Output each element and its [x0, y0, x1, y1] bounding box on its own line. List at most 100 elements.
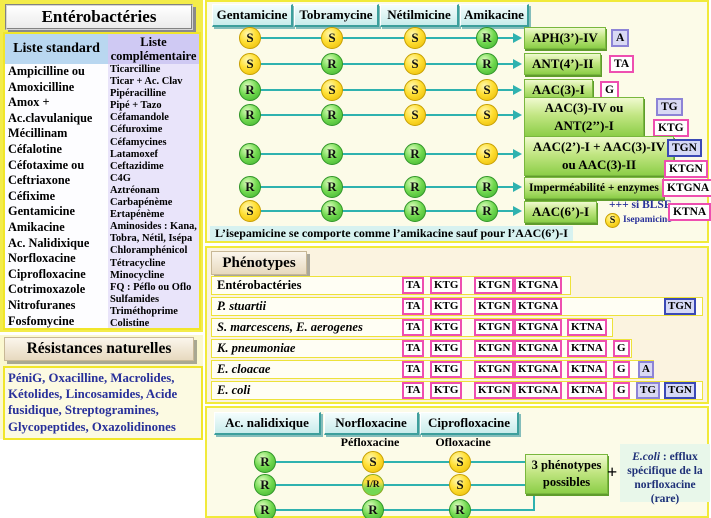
phenotypes-count-box: 3 phénotypes possibles [525, 454, 608, 494]
phenotype-code: KTGNA [514, 319, 563, 336]
species-name: Entérobactéries [217, 278, 302, 292]
mechanism-box: AAC(3)-IV ou ANT(2’’)-I [524, 97, 644, 137]
phenotype-code: KTNA [567, 319, 607, 336]
phenotype-code: TG [656, 98, 683, 116]
sr-marker: R [321, 53, 343, 75]
sr-marker: R [449, 499, 471, 518]
column-header-ac-nalidixique: Ac. nalidixique [214, 412, 321, 435]
sr-marker: R [404, 143, 426, 165]
standard-list-column: Liste standard Ampicilline ou Amoxicillin… [5, 34, 108, 328]
phenotype-code: TA [402, 319, 425, 336]
sr-marker: S [321, 27, 343, 49]
standard-list-header: Liste standard [5, 34, 108, 64]
sr-marker: R [254, 499, 276, 518]
phenotypes-title: Phénotypes [211, 251, 307, 275]
sr-marker: R [476, 176, 498, 198]
arrow-icon [513, 85, 522, 95]
sr-marker: R [321, 143, 343, 165]
species-name: K. pneumoniae [217, 341, 296, 355]
column-header-netilmicine: Nétilmicine [380, 4, 459, 27]
column-header-amikacine: Amikacine [460, 4, 529, 27]
sr-marker: S [476, 79, 498, 101]
connector-line [250, 37, 515, 39]
phenotype-code: KTGNA [514, 382, 563, 399]
mechanism-box: AAC(6’)-I [524, 201, 598, 223]
connector-line [250, 63, 515, 65]
phenotype-code: KTG [430, 382, 463, 399]
phenotype-row-enterobacteries: Entérobactéries TA KTG KTGN KTGNA [211, 276, 571, 295]
phenotype-code: G [613, 382, 630, 399]
sr-marker: S [404, 104, 426, 126]
sr-marker: R [476, 53, 498, 75]
species-name: P. stuartii [217, 299, 267, 313]
arrow-icon [513, 110, 522, 120]
column-header-tobramycine: Tobramycine [294, 4, 379, 27]
column-header-gentamicine: Gentamicine [212, 4, 293, 27]
sr-marker: R [404, 176, 426, 198]
sr-marker: S [476, 143, 498, 165]
phenotype-code: TA [402, 382, 425, 399]
complementary-list-header: Liste complémentaire [108, 34, 199, 64]
phenotype-code: KTGN [474, 382, 515, 399]
species-name: E. cloacae [217, 362, 271, 376]
phenotype-row-e-coli: E. coli TA KTG KTGN KTGNA KTNA G TG TGN [211, 381, 703, 400]
sr-marker: I/R [362, 474, 384, 496]
phenotype-code: G [613, 361, 630, 378]
sr-marker: R [321, 104, 343, 126]
complementary-list-items: Ticarcilline Ticar + Ac. Clav Pipéracillin… [110, 64, 197, 329]
phenotype-code: KTNA [668, 203, 711, 221]
sr-marker: S [449, 451, 471, 473]
phenotype-code: KTG [430, 340, 463, 357]
phenotype-code: TGN [664, 382, 696, 399]
mechanism-box: AAC(3)-I [524, 79, 593, 101]
sr-marker: R [254, 474, 276, 496]
phenotype-code: KTG [430, 298, 463, 315]
plus-sign: + [607, 462, 618, 482]
complementary-list-column: Liste complémentaire Ticarcilline Ticar +… [108, 34, 199, 329]
quinolone-resistance-panel: Ac. nalidixique Norfloxacine Ciprofloxac… [205, 406, 710, 518]
connector-line [265, 484, 535, 486]
sr-marker: S [239, 53, 261, 75]
phenotypes-table-panel: Phénotypes Entérobactéries TA KTG KTGN K… [205, 246, 709, 404]
sr-marker: R [239, 79, 261, 101]
phenotype-code: KTGN [474, 298, 515, 315]
phenotype-row-s-marcescens: S. marcescens, E. aerogenes TA KTG KTGN … [211, 318, 613, 337]
phenotype-code: KTNA [567, 361, 607, 378]
phenotype-code: KTGNA [514, 361, 563, 378]
phenotype-code: KTGNA [514, 277, 563, 294]
sr-marker: S [239, 200, 261, 222]
phenotype-code: KTGNA [514, 298, 563, 315]
phenotype-code: KTGN [474, 361, 515, 378]
sr-marker: S [404, 27, 426, 49]
phenotype-code: A [611, 29, 630, 47]
phenotype-code: KTGN [474, 319, 515, 336]
natural-resistances-section: Résistances naturelles PéniG, Oxacilline… [0, 335, 203, 440]
phenotype-row-p-stuartii: P. stuartii TA KTG KTGN KTGNA TGN [211, 297, 703, 316]
sr-marker: R [321, 200, 343, 222]
connector-line [250, 153, 515, 155]
blse-note: +++ si BLSE [609, 199, 672, 211]
antibiotic-lists: Liste standard Ampicilline ou Amoxicillin… [3, 32, 201, 330]
mechanism-box: Imperméabilité + enzymes [524, 177, 664, 199]
phenotype-code: KTGN [664, 160, 708, 178]
arrow-icon [513, 59, 522, 69]
connector-line [250, 114, 515, 116]
mechanism-box: AAC(2’)-I + AAC(3)-IV ou AAC(3)-II [524, 136, 674, 176]
sr-marker: R [321, 176, 343, 198]
species-name: S. marcescens, E. aerogenes [217, 320, 363, 334]
sr-marker: S [476, 104, 498, 126]
sr-marker: R [362, 499, 384, 518]
column-header-ciprofloxacine: Ciprofloxacine [420, 412, 519, 435]
sr-marker: R [476, 200, 498, 222]
sr-marker: S [605, 213, 620, 228]
phenotype-code: KTNA [567, 382, 607, 399]
enterobacteria-lists-section: Entérobactéries Liste standard Ampicilli… [0, 0, 203, 332]
phenotype-code: TGN [667, 139, 702, 157]
isepamicine-label: Isepamicine [623, 215, 672, 225]
standard-list-items: Ampicilline ou Amoxicilline Amox + Ac.clavu… [8, 64, 93, 328]
phenotype-code: TA [609, 55, 635, 73]
phenotype-code: TA [402, 340, 425, 357]
connector-line [250, 210, 515, 212]
phenotype-code: KTG [430, 319, 463, 336]
